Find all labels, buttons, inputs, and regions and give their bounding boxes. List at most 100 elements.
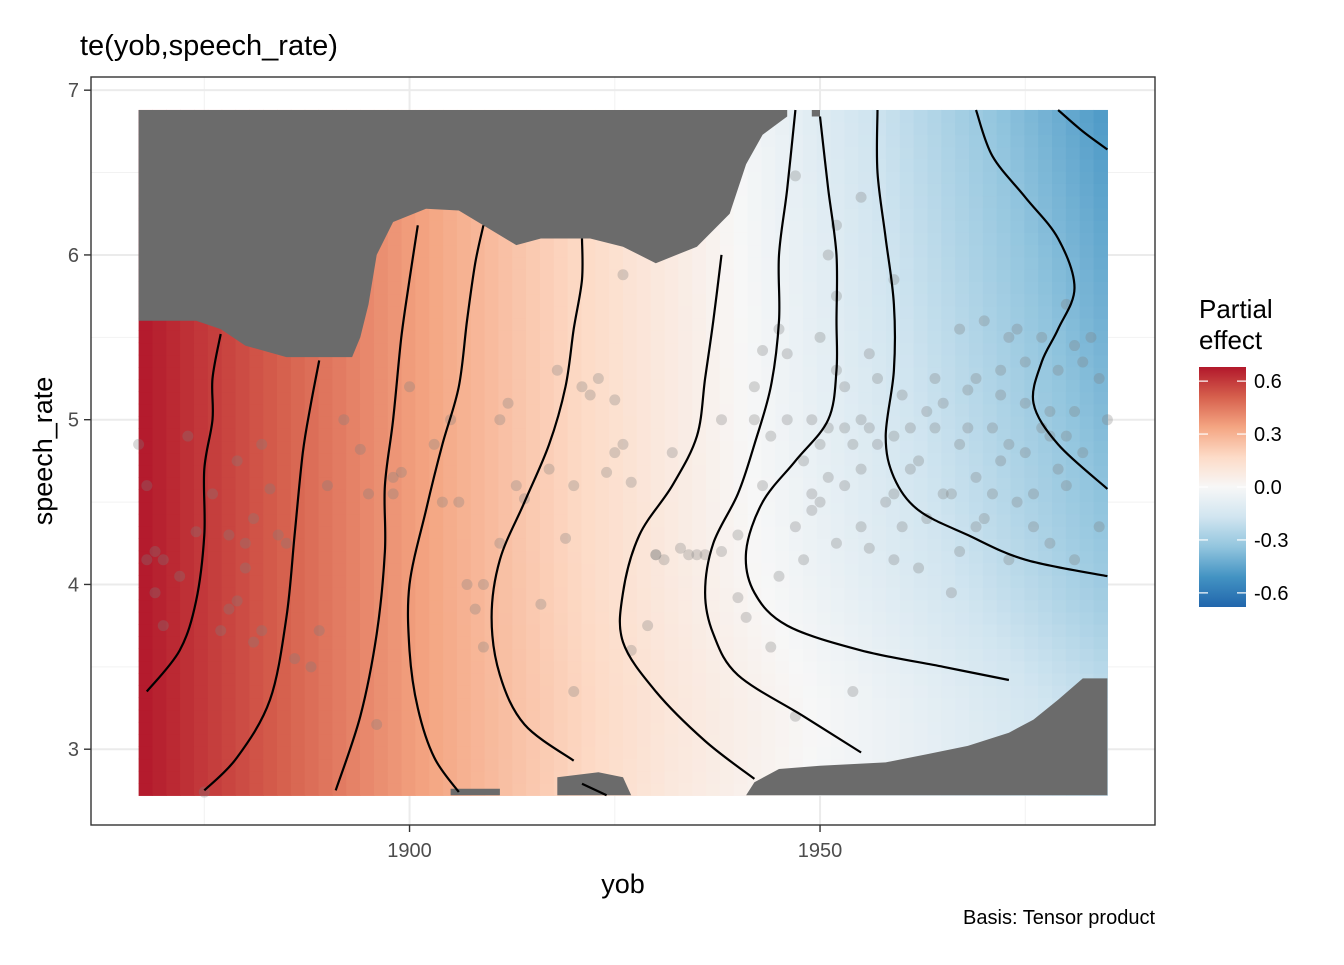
heat-tile (609, 403, 624, 417)
heat-tile (401, 452, 417, 466)
heat-tile (982, 685, 998, 699)
heat-tile (207, 489, 223, 503)
heat-tile (816, 403, 832, 417)
data-point (248, 636, 260, 648)
heat-tile (706, 501, 721, 515)
heat-tile (512, 758, 527, 772)
heat-tile (512, 428, 527, 442)
heat-tile (872, 415, 887, 429)
heat-tile (927, 538, 942, 552)
heat-tile (1052, 207, 1067, 221)
heat-tile (678, 562, 693, 576)
heat-tile (775, 672, 790, 686)
heat-tile (456, 758, 472, 772)
heat-tile (1038, 415, 1053, 429)
heat-tile (152, 538, 167, 552)
heat-tile (1065, 232, 1081, 246)
heat-tile (955, 562, 970, 576)
heat-tile (1038, 464, 1053, 478)
heat-tile (733, 232, 749, 246)
heat-tile (415, 648, 430, 662)
heat-tile (277, 672, 292, 686)
heat-tile (872, 207, 887, 221)
heat-tile (678, 672, 693, 686)
heat-tile (692, 783, 707, 796)
heat-tile (1065, 391, 1081, 405)
data-point (806, 488, 818, 500)
heat-tile (304, 526, 320, 539)
heat-tile (692, 746, 707, 760)
heat-tile (567, 648, 583, 662)
heat-tile (706, 403, 721, 417)
heat-tile (609, 734, 624, 747)
heat-tile (235, 477, 250, 490)
heat-tile (373, 685, 389, 699)
heat-tile (719, 477, 735, 490)
heat-tile (512, 575, 527, 588)
heat-tile (456, 244, 472, 258)
heat-tile (318, 391, 333, 405)
heat-tile (899, 611, 915, 625)
heat-tile (913, 587, 929, 601)
heat-tile (636, 464, 652, 478)
heat-tile (706, 244, 721, 258)
heat-tile (526, 648, 541, 662)
heat-tile (290, 734, 306, 747)
heat-tile (263, 746, 278, 760)
heat-tile (1024, 391, 1039, 405)
heat-tile (913, 611, 929, 625)
heat-tile (304, 758, 320, 772)
heat-tile (360, 758, 375, 772)
heat-tile (470, 501, 486, 515)
heat-tile (609, 513, 624, 527)
heat-tile (636, 281, 652, 295)
heat-tile (387, 232, 403, 246)
heat-tile (401, 746, 417, 760)
heat-tile (193, 575, 209, 588)
heat-tile (456, 403, 472, 417)
heat-tile (277, 464, 292, 478)
heat-tile (498, 379, 513, 393)
heat-tile (1052, 134, 1067, 148)
heat-tile (872, 330, 887, 344)
heat-tile (802, 415, 818, 429)
heat-tile (636, 318, 652, 331)
data-point (1011, 323, 1023, 335)
heat-tile (1038, 220, 1053, 233)
heat-tile (1038, 146, 1053, 160)
heat-tile (775, 746, 790, 760)
heat-tile (470, 293, 486, 307)
heat-tile (304, 477, 320, 490)
heat-tile (623, 709, 638, 723)
heat-tile (581, 366, 596, 380)
heat-tile (789, 734, 804, 747)
heat-tile (968, 403, 984, 417)
heat-tile (443, 538, 458, 552)
heat-tile (775, 599, 790, 613)
heat-tile (733, 330, 749, 344)
heat-tile (1010, 318, 1025, 331)
data-point (404, 381, 416, 393)
data-point (789, 521, 801, 533)
heat-tile (360, 783, 375, 796)
heat-tile (166, 575, 181, 588)
heat-tile (553, 623, 569, 637)
heat-tile (623, 415, 638, 429)
heat-tile (692, 477, 707, 490)
heat-tile (775, 293, 790, 307)
heat-tile (996, 109, 1012, 123)
heat-tile (581, 562, 596, 576)
heat-tile (1024, 587, 1039, 601)
heat-tile (346, 440, 361, 454)
heat-tile (332, 513, 347, 527)
heat-tile (180, 501, 195, 515)
heat-tile (761, 734, 776, 747)
heat-tile (858, 440, 873, 454)
heat-tile (567, 403, 583, 417)
heat-tile (692, 672, 707, 686)
heat-tile (927, 305, 942, 319)
heat-tile (1079, 207, 1095, 221)
heat-tile (996, 477, 1012, 490)
heat-tile (650, 672, 666, 686)
